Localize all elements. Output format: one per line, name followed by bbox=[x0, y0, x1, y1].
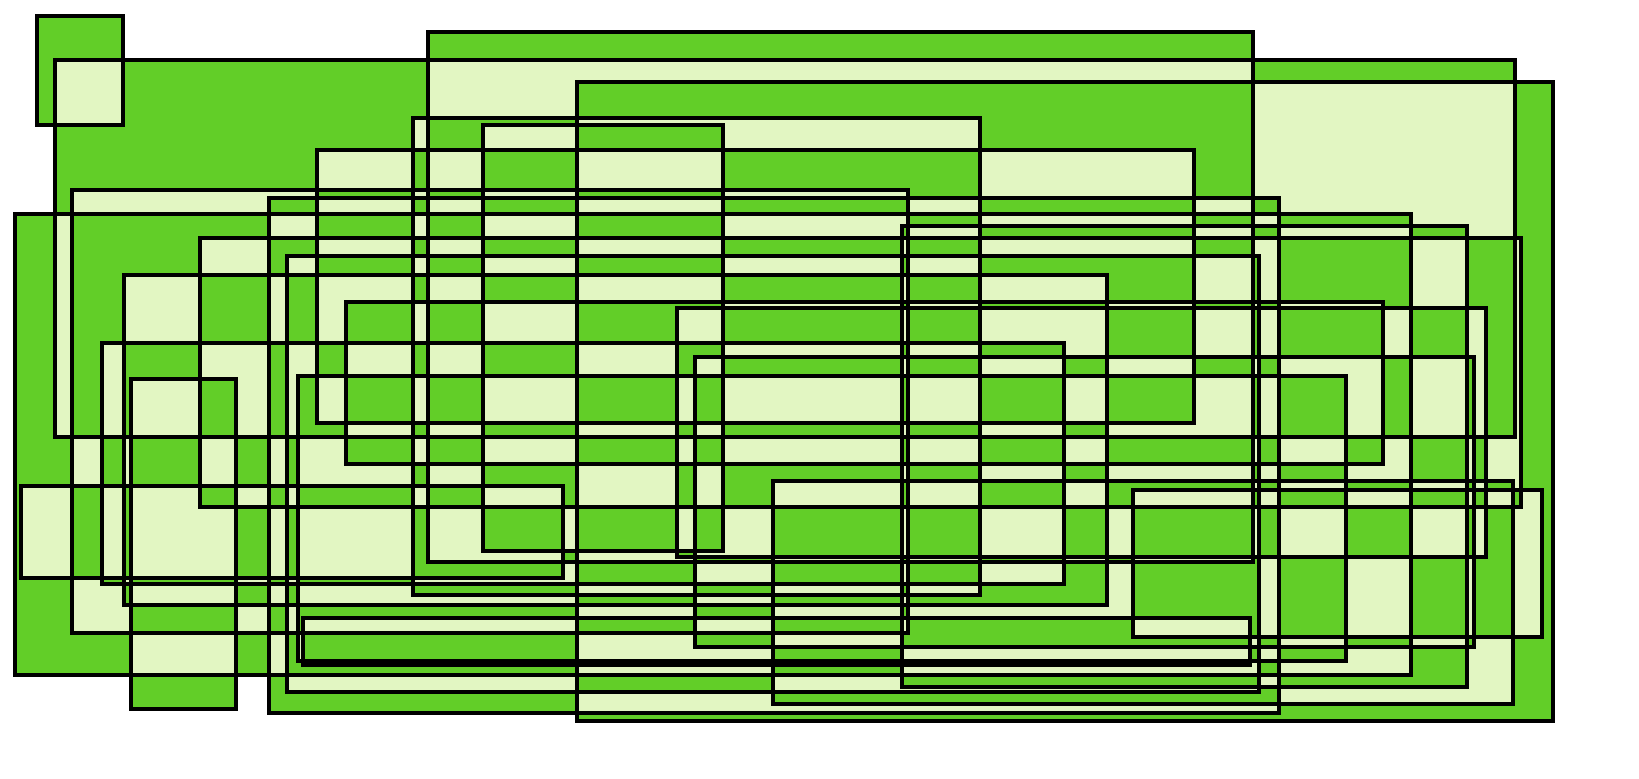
rectangle-outline-19 bbox=[129, 377, 238, 711]
rectangle-outline-10 bbox=[13, 212, 1413, 677]
rectangle-outline-1 bbox=[35, 14, 125, 127]
rectangle-outline-22 bbox=[771, 479, 1515, 706]
rectangle-outline-2 bbox=[53, 58, 1517, 439]
rectangle-outline-15 bbox=[344, 300, 1385, 466]
rectangle-outline-23 bbox=[1131, 488, 1544, 639]
rectangle-outline-7 bbox=[315, 148, 1196, 425]
rectangle-outline-11 bbox=[198, 236, 1523, 509]
rectangle-outline-24 bbox=[301, 616, 1252, 667]
rectangle-outline-14 bbox=[122, 273, 1109, 607]
rectangle-outline-3 bbox=[426, 30, 1255, 564]
rectangle-outline-20 bbox=[296, 374, 1348, 663]
rectangle-parity-fill bbox=[15, 16, 1553, 721]
rectangle-outlines bbox=[13, 14, 1555, 723]
rectangle-outline-18 bbox=[693, 355, 1476, 649]
rectangle-outline-9 bbox=[267, 196, 1281, 715]
rectangle-outline-16 bbox=[675, 306, 1488, 559]
rectangle-outline-4 bbox=[575, 80, 1555, 723]
rectangle-outline-8 bbox=[70, 188, 910, 635]
rectangle-outline-21 bbox=[19, 484, 565, 580]
rectangle-outline-6 bbox=[481, 123, 725, 553]
rectangle-outline-17 bbox=[100, 341, 1066, 586]
rectangle-outline-12 bbox=[900, 224, 1469, 689]
